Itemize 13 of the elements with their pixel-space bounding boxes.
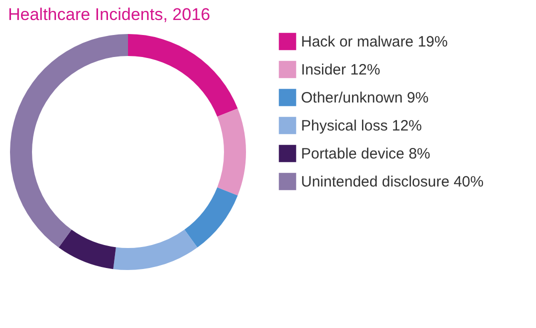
donut-slice [184, 187, 238, 248]
donut-slice [128, 34, 238, 117]
donut-slice [58, 230, 116, 270]
legend-label: Insider 12% [301, 62, 380, 78]
legend-label: Portable device 8% [301, 146, 430, 162]
donut-slice [217, 108, 246, 196]
legend-label: Physical loss 12% [301, 118, 422, 134]
legend-label: Unintended disclosure 40% [301, 174, 484, 190]
legend-label: Hack or malware 19% [301, 34, 448, 50]
legend-label: Other/unknown 9% [301, 90, 429, 106]
chart-title: Healthcare Incidents, 2016 [8, 5, 210, 24]
donut-slice [10, 34, 128, 248]
donut-slice [113, 230, 198, 270]
